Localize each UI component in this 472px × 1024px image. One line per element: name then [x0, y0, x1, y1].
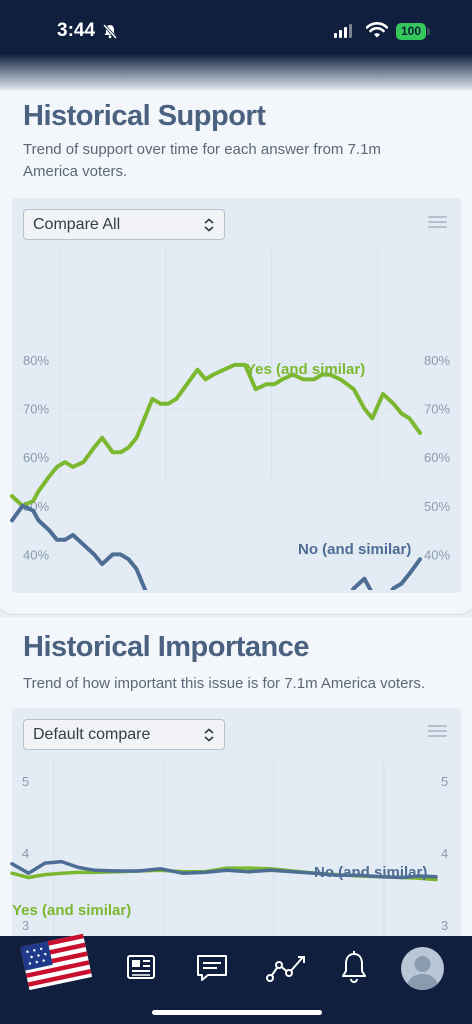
series-label-yes: Yes (and similar): [12, 902, 131, 919]
series-label-no: No (and similar): [298, 541, 411, 558]
section-subtitle-line2: America voters.: [23, 163, 128, 180]
section-title-importance: Historical Importance: [23, 631, 310, 663]
section-title: Historical Support: [23, 100, 266, 132]
support-chart: 80%80%70%70%60%60%50%50%40%40%30%30%2018…: [10, 250, 450, 590]
chart-menu-icon-importance[interactable]: [428, 725, 447, 739]
y-tick-label-right: 80%: [424, 353, 450, 368]
compare-select-value: Compare All: [33, 216, 121, 233]
y-tick-label-right: 3: [441, 918, 448, 933]
y-tick-label-right: 5: [441, 774, 448, 789]
chevron-updown-icon: [204, 218, 214, 232]
historical-importance-card: Historical Importance Trend of how impor…: [0, 617, 472, 948]
series-label-yes: Yes (and similar): [246, 361, 365, 378]
y-tick-label-left: 60%: [23, 450, 49, 465]
y-tick-label-left: 4: [22, 846, 29, 861]
battery-tip: [427, 28, 430, 35]
bell-icon[interactable]: [335, 948, 373, 986]
series-line-yes: [10, 362, 422, 508]
y-tick-label-left: 40%: [23, 547, 49, 562]
y-tick-label-right: 50%: [424, 499, 450, 514]
battery-icon: 100: [396, 23, 426, 40]
section-subtitle-line1: Trend of support over time for each answ…: [23, 141, 381, 158]
y-tick-label-right: 60%: [424, 450, 450, 465]
y-tick-label-left: 70%: [23, 402, 49, 417]
chat-icon[interactable]: [193, 948, 231, 986]
y-tick-label-right: 4: [441, 846, 448, 861]
y-tick-label-left: 3: [22, 918, 29, 933]
bell-off-icon: [102, 23, 118, 39]
series-line-no: [10, 503, 422, 590]
status-time: 3:44: [57, 20, 96, 41]
series-label-no: No (and similar): [314, 864, 427, 881]
status-bar: 3:44 100: [0, 0, 472, 90]
flag-icon[interactable]: [18, 928, 94, 994]
person-icon: [406, 956, 439, 990]
y-tick-label-right: 70%: [424, 402, 450, 417]
home-indicator: [152, 1010, 322, 1015]
profile-avatar[interactable]: [401, 947, 444, 990]
signal-icon: [334, 24, 352, 38]
news-icon[interactable]: [122, 948, 160, 986]
y-tick-label-left: 5: [22, 774, 29, 789]
importance-select-value: Default compare: [33, 726, 151, 743]
historical-support-card: Historical Support Trend of support over…: [0, 90, 472, 615]
series-line-no: [10, 859, 438, 880]
trend-icon[interactable]: [265, 948, 311, 986]
wifi-icon: [366, 22, 388, 38]
section-subtitle-importance: Trend of how important this issue is for…: [23, 675, 426, 692]
chart-menu-icon[interactable]: [428, 216, 447, 230]
compare-select[interactable]: Compare All: [23, 209, 225, 240]
chevron-updown-icon: [204, 728, 214, 742]
y-tick-label-left: 80%: [23, 353, 49, 368]
y-tick-label-right: 40%: [424, 547, 450, 562]
importance-compare-select[interactable]: Default compare: [23, 719, 225, 750]
